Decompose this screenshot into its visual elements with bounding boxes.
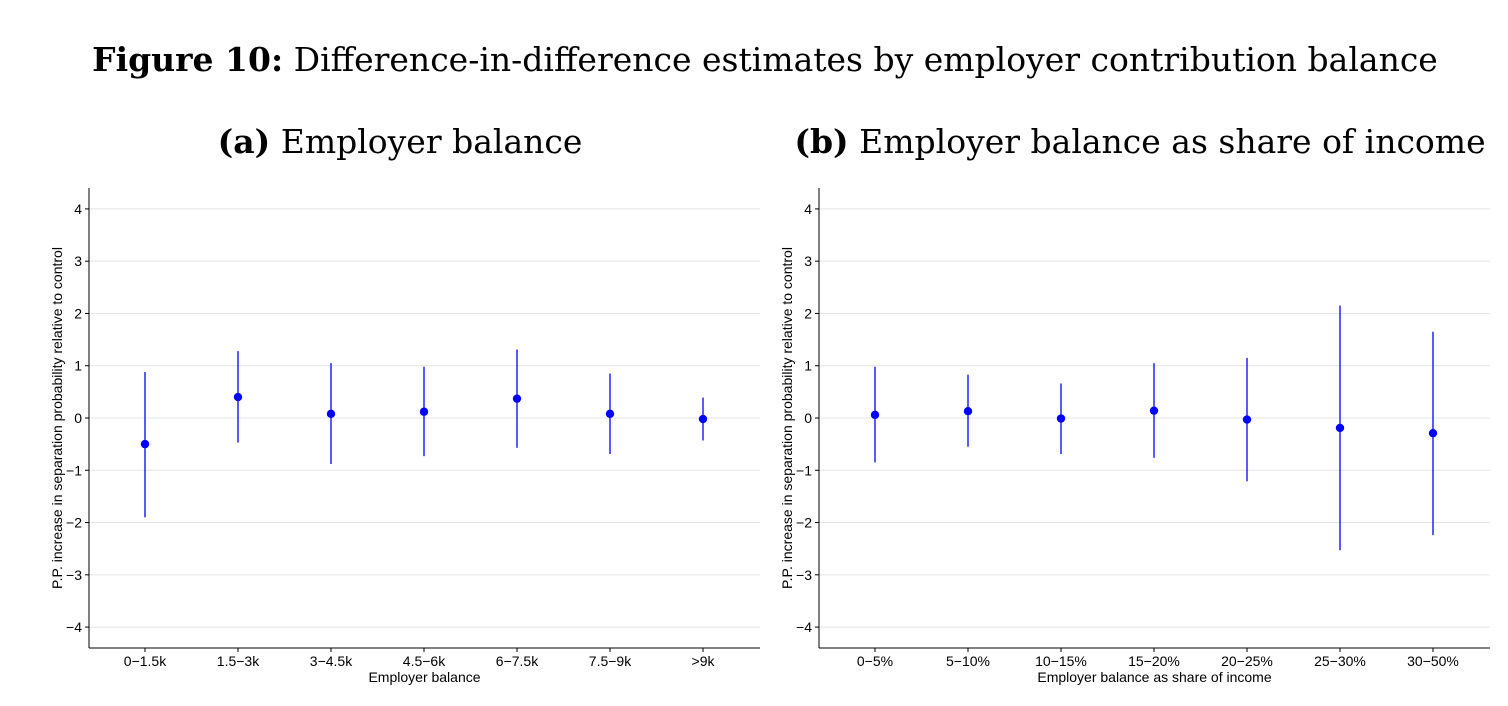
y-tick-label: 0	[74, 410, 82, 426]
x-tick-label: 7.5−9k	[589, 653, 632, 669]
panel-b-title-text: Employer balance as share of income	[848, 122, 1486, 161]
x-tick-label: 0−1.5k	[124, 653, 167, 669]
panel-a-title: (a) Employer balance	[0, 122, 800, 161]
y-tick-label: 1	[74, 358, 82, 374]
estimate-point	[512, 394, 522, 403]
y-tick-label: 3	[74, 253, 82, 269]
panel-a-title-text: Employer balance	[270, 122, 583, 161]
figure-title: Figure 10: Difference-in-difference esti…	[0, 40, 1508, 79]
figure-number: Figure 10:	[92, 40, 284, 79]
x-tick-label: 4.5−6k	[403, 653, 446, 669]
x-tick-label: 1.5−3k	[217, 653, 260, 669]
estimate-point	[698, 414, 708, 424]
panel-b-title: (b) Employer balance as share of income	[760, 122, 1508, 161]
figure-title-text: Difference-in-difference estimates by em…	[283, 40, 1438, 79]
x-axis-label: Employer balance	[368, 669, 480, 685]
y-tick-label: −1	[66, 462, 82, 478]
y-axis-label: P.P. increase in separation probability …	[49, 247, 65, 589]
estimate-point	[419, 407, 429, 416]
estimate-point	[140, 439, 150, 449]
y-tick-label: 4	[74, 201, 82, 217]
panel-b-label: (b)	[794, 122, 849, 161]
y-tick-label: −4	[66, 619, 82, 635]
y-tick-label: −2	[66, 515, 82, 531]
y-tick-label: −3	[66, 567, 82, 583]
estimate-point	[233, 392, 243, 402]
panel-a-label: (a)	[217, 122, 271, 161]
x-tick-label: >9k	[692, 653, 716, 669]
y-tick-label: 2	[74, 305, 82, 321]
estimate-point	[326, 409, 336, 419]
x-tick-label: 6−7.5k	[496, 653, 539, 669]
x-tick-label: 3−4.5k	[310, 653, 353, 669]
estimate-point	[605, 409, 615, 419]
